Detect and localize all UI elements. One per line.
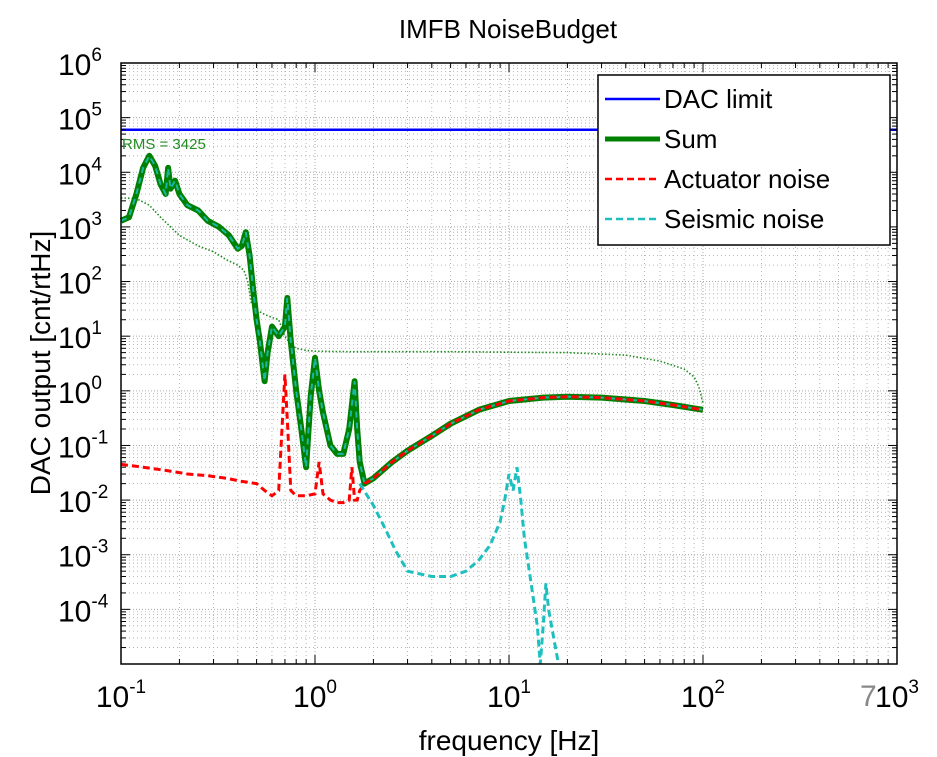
legend-label: Sum <box>664 124 717 154</box>
y-tick-label: 100 <box>58 373 102 410</box>
y-tick-label: 10-4 <box>58 591 109 628</box>
legend-label: Seismic noise <box>664 204 824 234</box>
y-tick-label: 103 <box>58 209 102 246</box>
y-tick-label: 106 <box>58 45 102 82</box>
x-tick-label: 101 <box>487 677 531 714</box>
x-tick-label: 103 <box>875 677 919 714</box>
y-tick-label: 102 <box>58 264 102 301</box>
x-tick-label: 10-1 <box>96 677 146 714</box>
y-tick-label: 10-2 <box>58 482 108 519</box>
plot-frame <box>120 62 898 665</box>
x-tick-labels: 10-1 100 101 102 103 <box>96 677 919 714</box>
y-tick-labels: 106 105 104 103 102 101 100 10-1 10-2 10-3 10-4 <box>58 45 109 628</box>
legend: DAC limit Sum Actuator noise Seismic noise <box>597 74 891 246</box>
y-tick-label: 105 <box>58 100 102 137</box>
y-tick-label: 104 <box>58 154 102 191</box>
chart-title: IMFB NoiseBudget <box>399 14 618 44</box>
x-tick-label: 100 <box>293 677 337 714</box>
legend-label: Actuator noise <box>664 164 830 194</box>
y-tick-label: 10-1 <box>58 427 108 464</box>
legend-label: DAC limit <box>664 84 773 114</box>
series-seismic-line <box>358 466 560 665</box>
x-tick-label: 102 <box>681 677 725 714</box>
stray-digit: 7 <box>860 680 877 713</box>
y-tick-label: 101 <box>58 318 102 355</box>
legend-box <box>597 74 891 246</box>
rms-annotation: RMS = 3425 <box>122 136 206 153</box>
y-tick-label: 10-3 <box>58 537 108 574</box>
y-axis-title: DAC output [cnt/rtHz] <box>25 231 56 496</box>
series-actuator-line <box>120 374 704 505</box>
x-axis-title: frequency [Hz] <box>419 725 600 756</box>
series-sum-overlay-dash <box>120 153 704 486</box>
